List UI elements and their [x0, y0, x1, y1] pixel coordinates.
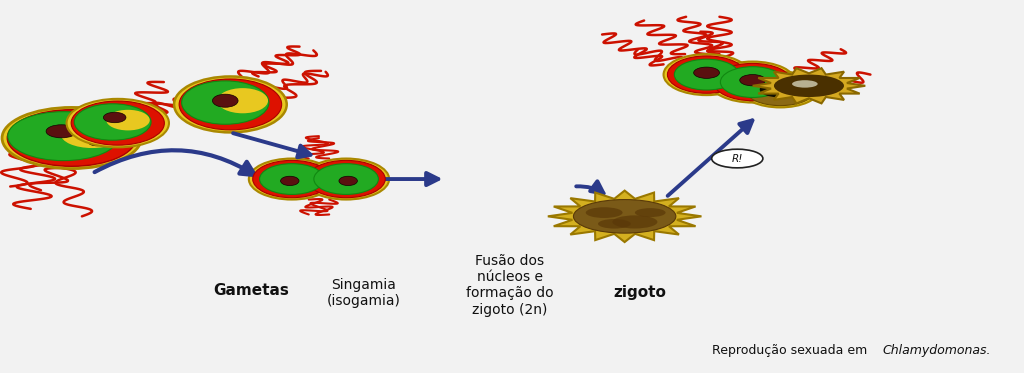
Ellipse shape — [46, 125, 77, 138]
Ellipse shape — [664, 54, 750, 95]
Ellipse shape — [668, 56, 745, 93]
Ellipse shape — [88, 138, 106, 146]
Ellipse shape — [217, 88, 268, 113]
Ellipse shape — [612, 215, 657, 229]
Ellipse shape — [760, 82, 795, 97]
Ellipse shape — [721, 67, 784, 97]
Text: Chlamydomonas.: Chlamydomonas. — [883, 344, 991, 357]
Ellipse shape — [181, 81, 269, 124]
Ellipse shape — [714, 63, 792, 101]
Ellipse shape — [573, 200, 676, 233]
Polygon shape — [548, 191, 701, 242]
Ellipse shape — [174, 76, 287, 132]
Text: Gametas: Gametas — [213, 283, 289, 298]
Ellipse shape — [774, 75, 844, 97]
Ellipse shape — [281, 176, 299, 185]
Ellipse shape — [745, 73, 815, 106]
Ellipse shape — [74, 104, 152, 140]
Ellipse shape — [213, 94, 238, 107]
Ellipse shape — [7, 110, 136, 166]
Ellipse shape — [313, 164, 379, 194]
Ellipse shape — [307, 160, 385, 198]
Ellipse shape — [793, 80, 817, 88]
Ellipse shape — [8, 112, 119, 161]
Text: Reprodução sexuada em: Reprodução sexuada em — [712, 344, 871, 357]
Ellipse shape — [179, 79, 282, 130]
Text: zigoto: zigoto — [613, 285, 667, 300]
Ellipse shape — [586, 207, 623, 218]
Ellipse shape — [103, 112, 126, 123]
Ellipse shape — [253, 160, 331, 198]
Ellipse shape — [635, 208, 666, 217]
Ellipse shape — [67, 99, 169, 147]
Ellipse shape — [710, 62, 796, 103]
Ellipse shape — [303, 159, 389, 200]
Text: Fusão dos
núcleos e
formação do
zigoto (2n): Fusão dos núcleos e formação do zigoto (… — [466, 254, 554, 317]
Ellipse shape — [739, 75, 766, 86]
Ellipse shape — [693, 67, 720, 78]
Ellipse shape — [60, 120, 124, 148]
Ellipse shape — [106, 110, 150, 131]
Polygon shape — [753, 68, 865, 103]
Ellipse shape — [249, 159, 335, 200]
Ellipse shape — [674, 59, 738, 90]
Ellipse shape — [259, 164, 324, 194]
Ellipse shape — [741, 72, 819, 107]
Ellipse shape — [2, 107, 141, 169]
Text: R!: R! — [731, 154, 743, 163]
Ellipse shape — [598, 219, 631, 229]
Circle shape — [712, 149, 763, 168]
Text: Singamia
(isogamia): Singamia (isogamia) — [327, 278, 400, 308]
Ellipse shape — [339, 176, 357, 185]
Ellipse shape — [72, 101, 164, 145]
